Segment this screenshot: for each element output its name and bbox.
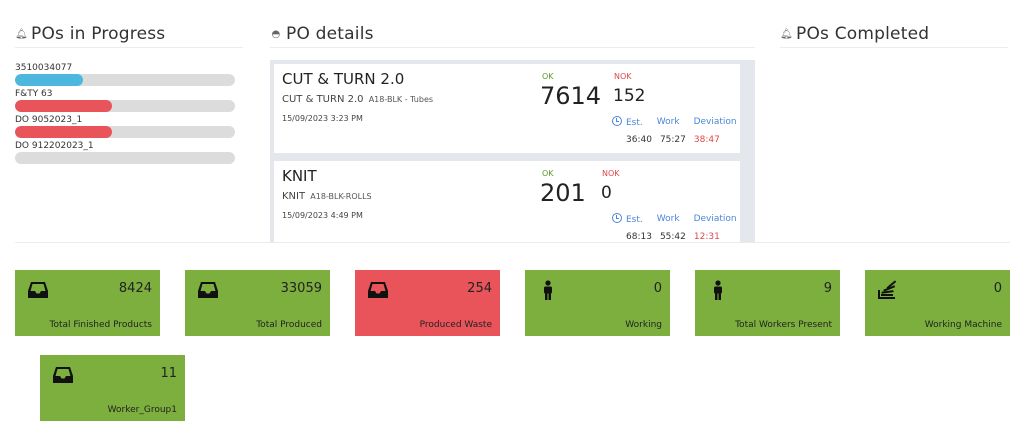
progress-item[interactable]: DO 912202023_1 — [15, 140, 235, 164]
tile-value: 8424 — [118, 281, 152, 296]
progress-bar — [15, 126, 235, 138]
tile-value: 11 — [160, 366, 177, 381]
divider — [15, 47, 243, 48]
time-headers: Est. Work Deviation — [612, 213, 737, 225]
deviation-value: 12:31 — [693, 232, 720, 242]
po-card[interactable]: CUT & TURN 2.0 CUT & TURN 2.0 A18-BLK - … — [274, 64, 740, 153]
tile-label: Total Workers Present — [735, 320, 832, 330]
tile-value: 0 — [993, 281, 1002, 296]
ok-value: 201 — [540, 179, 586, 207]
inbox-icon — [367, 280, 389, 300]
ok-label: OK — [542, 169, 554, 178]
stat-tile-total-produced[interactable]: 33059 Total Produced — [185, 270, 330, 336]
stat-tile-total-finished-products[interactable]: 8424 Total Finished Products — [15, 270, 160, 336]
po-name: KNIT — [282, 167, 317, 185]
po-timestamp: 15/09/2023 4:49 PM — [282, 211, 363, 220]
pos-completed-title: 🔔︎ POs Completed — [780, 24, 930, 44]
deviation-header: Deviation — [693, 214, 737, 224]
time-values: 68:13 55:42 12:31 — [626, 232, 720, 242]
person-icon — [537, 280, 559, 300]
clock-icon — [612, 213, 622, 223]
divider — [15, 242, 1010, 243]
po-subtitle: CUT & TURN 2.0 A18-BLK - Tubes — [282, 94, 434, 105]
progress-list: 3510034077 F&TY 63 DO 9052023_1 DO 91220… — [15, 62, 235, 166]
inbox-icon — [197, 280, 219, 300]
work-value: 55:42 — [659, 232, 686, 242]
clock-icon — [612, 116, 622, 126]
ok-value: 7614 — [540, 82, 602, 110]
po-subtitle: KNIT A18-BLK-ROLLS — [282, 191, 372, 202]
tile-value: 9 — [823, 281, 832, 296]
deviation-header: Deviation — [693, 117, 737, 127]
pos-in-progress-title: 🔔︎ POs in Progress — [15, 24, 166, 44]
stat-tile-total-workers-present[interactable]: 9 Total Workers Present — [695, 270, 840, 336]
bell-icon: 🔔︎ — [15, 28, 28, 40]
tile-label: Worker_Group1 — [107, 405, 177, 415]
divider — [270, 47, 755, 48]
po-name: CUT & TURN 2.0 — [282, 70, 405, 88]
ok-label: OK — [542, 72, 554, 81]
progress-fill — [15, 74, 84, 86]
tile-label: Total Finished Products — [49, 320, 152, 330]
po-timestamp: 15/09/2023 3:23 PM — [282, 114, 363, 123]
stat-tile-worker-group1[interactable]: 11 Worker_Group1 — [40, 355, 185, 421]
nok-value: 152 — [613, 86, 646, 106]
tile-label: Produced Waste — [419, 320, 492, 330]
stat-tile-working[interactable]: 0 Working — [525, 270, 670, 336]
est-header: Est. — [612, 116, 643, 128]
divider — [780, 47, 1008, 48]
tile-label: Working — [625, 320, 662, 330]
progress-bar — [15, 100, 235, 112]
tile-value: 33059 — [280, 281, 322, 296]
nok-label: NOK — [602, 169, 620, 178]
progress-label: DO 9052023_1 — [15, 115, 83, 125]
inbox-icon — [27, 280, 49, 300]
progress-label: 3510034077 — [15, 63, 73, 73]
dashboard-icon: ◓ — [271, 28, 281, 40]
progress-bar — [15, 152, 235, 164]
po-code: A18-BLK-ROLLS — [310, 192, 372, 201]
tile-label: Working Machine — [924, 320, 1002, 330]
inbox-icon — [52, 365, 74, 385]
est-value: 68:13 — [626, 232, 652, 242]
progress-item[interactable]: 3510034077 — [15, 62, 235, 86]
progress-label: DO 912202023_1 — [15, 141, 94, 151]
nok-label: NOK — [614, 72, 632, 81]
tile-value: 254 — [467, 281, 492, 296]
bell-icon: 🔔︎ — [780, 28, 793, 40]
progress-item[interactable]: F&TY 63 — [15, 88, 235, 112]
tile-value: 0 — [653, 281, 662, 296]
work-header: Work — [656, 117, 680, 127]
time-values: 36:40 75:27 38:47 — [626, 135, 720, 145]
po-card[interactable]: KNIT KNIT A18-BLK-ROLLS 15/09/2023 4:49 … — [274, 161, 740, 242]
progress-item[interactable]: DO 9052023_1 — [15, 114, 235, 138]
stat-tile-produced-waste[interactable]: 254 Produced Waste — [355, 270, 500, 336]
po-details-title: ◓ PO details — [271, 24, 374, 44]
person-icon — [707, 280, 729, 300]
deviation-value: 38:47 — [693, 135, 720, 145]
time-headers: Est. Work Deviation — [612, 116, 737, 128]
stat-tile-working-machine[interactable]: 0 Working Machine — [865, 270, 1010, 336]
work-header: Work — [656, 214, 680, 224]
est-header: Est. — [612, 213, 643, 225]
po-code: A18-BLK - Tubes — [368, 95, 434, 104]
tile-label: Total Produced — [256, 320, 322, 330]
progress-fill — [15, 126, 112, 138]
nok-value: 0 — [601, 183, 612, 203]
progress-bar — [15, 74, 235, 86]
work-value: 75:27 — [659, 135, 686, 145]
progress-fill — [15, 100, 112, 112]
stack-icon — [877, 280, 899, 300]
progress-label: F&TY 63 — [15, 89, 53, 99]
po-details-panel[interactable]: CUT & TURN 2.0 CUT & TURN 2.0 A18-BLK - … — [270, 60, 755, 242]
est-value: 36:40 — [626, 135, 652, 145]
